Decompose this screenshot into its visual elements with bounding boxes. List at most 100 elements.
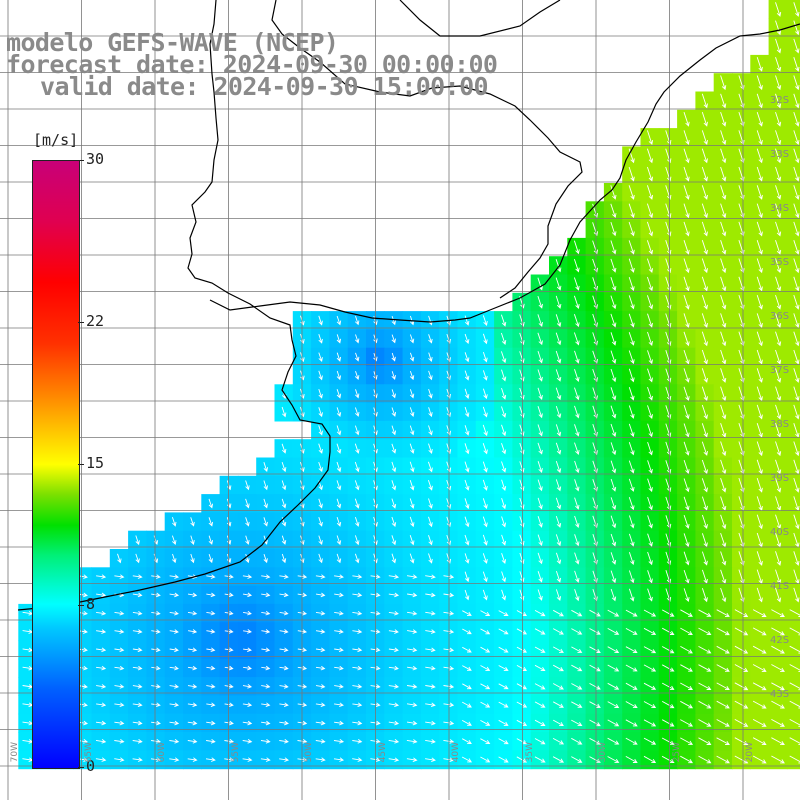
wind-arrow bbox=[610, 478, 617, 492]
longitude-label: 50W bbox=[304, 742, 314, 763]
wind-arrow bbox=[354, 535, 360, 546]
wind-arrow bbox=[279, 684, 289, 689]
wind-arrow bbox=[279, 739, 289, 744]
wind-arrow bbox=[169, 720, 180, 726]
wind-arrow bbox=[701, 130, 708, 145]
wind-arrow bbox=[132, 684, 143, 689]
wind-arrow bbox=[480, 756, 491, 763]
wind-arrow bbox=[756, 514, 763, 530]
wind-arrow bbox=[501, 534, 507, 546]
wind-arrow bbox=[336, 370, 342, 381]
wind-arrow bbox=[701, 478, 708, 493]
wind-arrow bbox=[610, 497, 617, 510]
wind-arrow bbox=[628, 276, 635, 292]
latitude-label: 35S bbox=[770, 257, 790, 268]
wind-arrow bbox=[498, 683, 509, 690]
wind-arrow bbox=[501, 516, 507, 528]
wind-arrow bbox=[409, 461, 415, 473]
wind-arrow bbox=[683, 588, 690, 602]
wind-arrow bbox=[756, 111, 763, 127]
wind-arrow bbox=[574, 405, 580, 419]
wind-arrow bbox=[610, 588, 617, 602]
wind-arrow bbox=[775, 423, 782, 438]
wind-arrow bbox=[552, 628, 564, 635]
wind-arrow bbox=[775, 514, 782, 530]
wind-arrow bbox=[756, 294, 763, 310]
wind-arrow bbox=[552, 609, 564, 617]
latitude-label: 37S bbox=[770, 365, 790, 376]
wind-arrow bbox=[318, 425, 323, 436]
wind-arrow bbox=[534, 610, 546, 617]
wind-arrow bbox=[263, 498, 268, 509]
wind-arrow bbox=[443, 592, 455, 598]
wind-arrow bbox=[571, 701, 583, 708]
wind-arrow bbox=[793, 313, 800, 328]
wind-arrow bbox=[336, 516, 342, 527]
wind-arrow bbox=[610, 221, 617, 237]
wind-arrow bbox=[187, 610, 198, 616]
wind-arrow bbox=[793, 57, 800, 72]
wind-arrow bbox=[537, 534, 543, 546]
wind-arrow bbox=[555, 387, 562, 401]
wind-arrow bbox=[151, 665, 161, 671]
wind-arrow bbox=[643, 609, 657, 617]
wind-arrow bbox=[720, 313, 727, 328]
wind-arrow bbox=[775, 57, 782, 72]
wind-arrow bbox=[555, 570, 562, 583]
wind-arrow bbox=[169, 665, 179, 671]
wind-arrow bbox=[574, 424, 580, 437]
wind-arrow bbox=[775, 166, 782, 182]
wind-arrow bbox=[775, 2, 782, 17]
wind-arrow bbox=[208, 535, 214, 545]
wind-arrow bbox=[643, 719, 657, 727]
wind-arrow bbox=[628, 350, 635, 365]
wind-arrow bbox=[793, 331, 800, 347]
wind-arrow bbox=[516, 665, 528, 671]
wind-arrow bbox=[683, 130, 690, 145]
wind-arrow bbox=[589, 756, 601, 763]
wind-arrow bbox=[464, 516, 470, 528]
wind-arrow bbox=[388, 574, 400, 579]
wind-arrow bbox=[628, 332, 635, 346]
wind-arrow bbox=[243, 610, 252, 616]
wind-arrow bbox=[701, 423, 708, 438]
wind-arrow bbox=[552, 701, 564, 708]
wind-arrow bbox=[555, 295, 562, 309]
longitude-label: 65W bbox=[83, 742, 94, 763]
wind-arrow bbox=[683, 294, 690, 310]
wind-arrow bbox=[352, 592, 363, 598]
wind-arrow bbox=[646, 295, 654, 310]
wind-arrow bbox=[775, 386, 782, 402]
wind-arrow bbox=[628, 497, 635, 511]
wind-arrow bbox=[498, 628, 509, 635]
wind-arrow bbox=[354, 461, 360, 473]
wind-arrow bbox=[95, 720, 107, 726]
wind-arrow bbox=[628, 533, 635, 547]
colorbar-tick-label: 22 bbox=[86, 311, 105, 330]
wind-arrow bbox=[96, 574, 107, 579]
wind-arrow bbox=[96, 592, 107, 598]
wind-arrow bbox=[500, 332, 507, 345]
wind-arrow bbox=[607, 701, 620, 708]
wind-arrow bbox=[775, 551, 782, 566]
wind-arrow bbox=[646, 203, 654, 219]
wind-arrow bbox=[793, 368, 800, 383]
wind-arrow bbox=[628, 221, 635, 237]
wind-arrow bbox=[643, 701, 657, 709]
wind-arrow bbox=[501, 424, 507, 437]
wind-arrow bbox=[628, 185, 635, 200]
wind-arrow bbox=[775, 331, 782, 347]
wind-arrow bbox=[206, 684, 216, 689]
wind-arrow bbox=[187, 757, 198, 762]
wind-arrow bbox=[334, 574, 344, 579]
wind-arrow bbox=[354, 407, 360, 417]
wind-arrow bbox=[698, 719, 712, 727]
wind-arrow bbox=[610, 515, 617, 529]
wind-arrow bbox=[446, 479, 452, 491]
wind-arrow bbox=[610, 405, 617, 419]
wind-arrow bbox=[462, 683, 472, 690]
wind-arrow bbox=[680, 700, 694, 709]
wind-arrow bbox=[607, 719, 620, 727]
wind-arrow bbox=[793, 514, 800, 530]
wind-arrow bbox=[206, 665, 216, 671]
